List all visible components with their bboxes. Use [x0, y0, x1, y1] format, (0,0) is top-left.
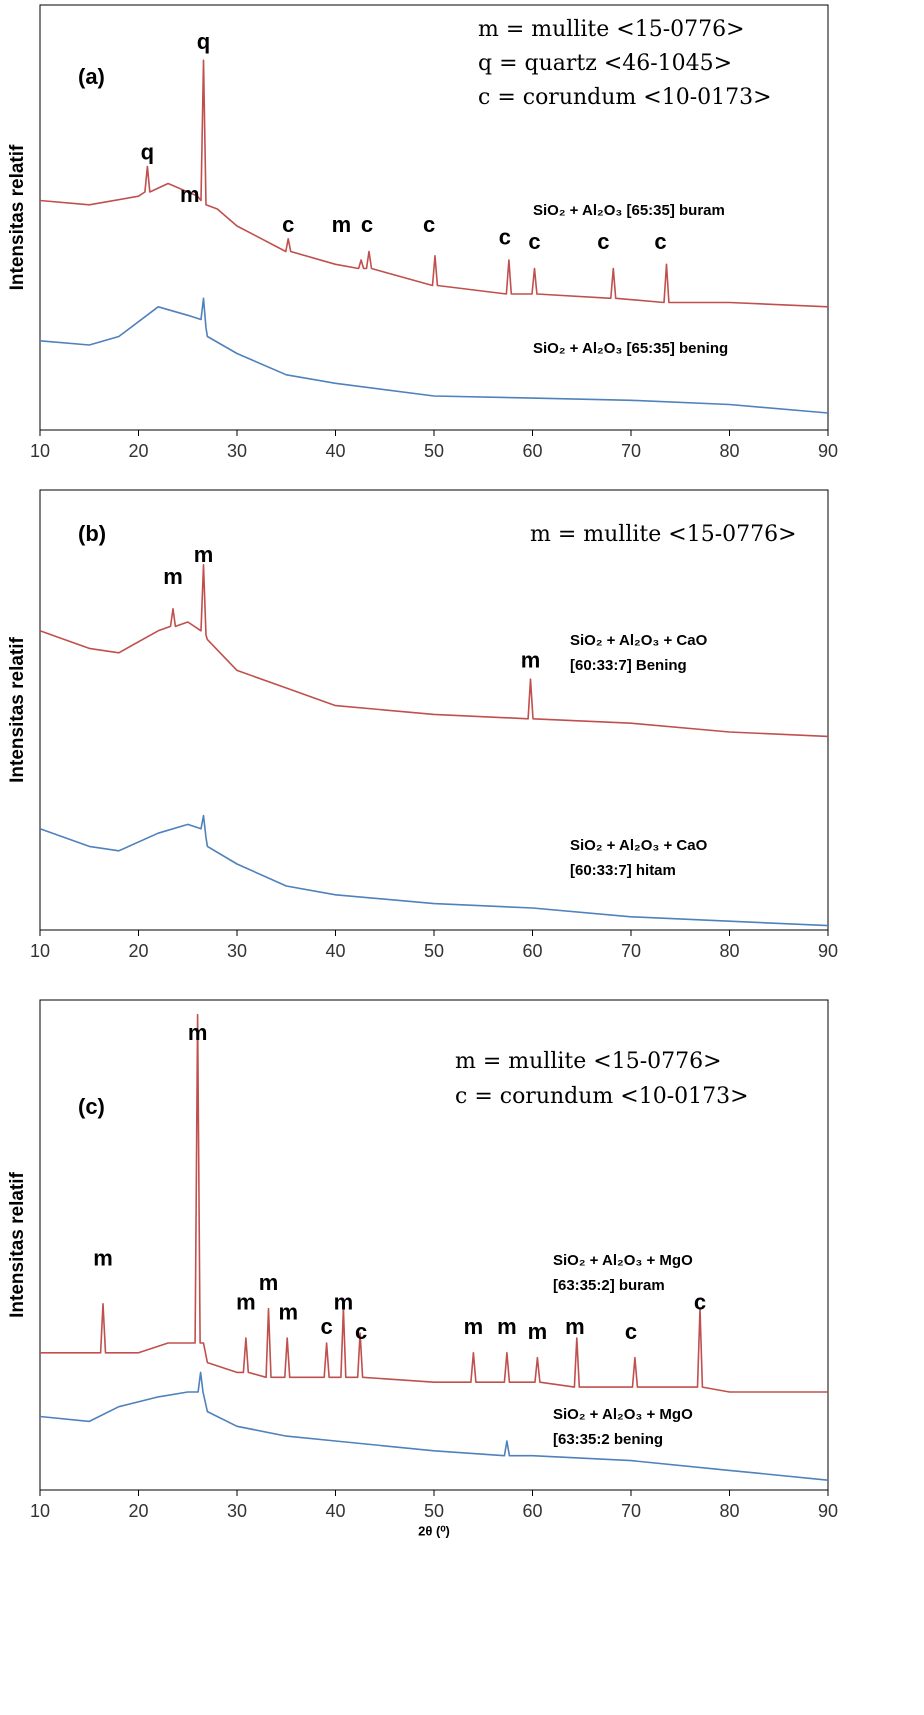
- xrd-trace: [39, 297, 829, 414]
- y-axis-label: Intensitas relatif: [7, 636, 28, 782]
- x-tick-label: 70: [621, 441, 641, 461]
- x-tick-label: 80: [719, 441, 739, 461]
- peak-label: m: [259, 1270, 279, 1295]
- peak-label: c: [625, 1319, 637, 1344]
- peak-label: m: [188, 1020, 208, 1045]
- peak-label: c: [654, 229, 666, 254]
- peak-label: m: [163, 564, 183, 589]
- legend-entry: SiO₂ + Al₂O₃ + MgO [63:35:2 bening: [553, 1406, 693, 1448]
- x-tick-label: 20: [128, 1501, 148, 1521]
- peak-label: m: [497, 1314, 517, 1339]
- legend-entry: SiO₂ + Al₂O₃ + CaO [60:33:7] hitam: [570, 837, 708, 879]
- x-tick-label: 20: [128, 441, 148, 461]
- peak-label: q: [141, 140, 154, 165]
- x-tick-label: 10: [30, 1501, 50, 1521]
- xrd-trace: [39, 564, 829, 738]
- x-tick-label: 60: [522, 1501, 542, 1521]
- peak-label: m: [180, 182, 200, 207]
- y-axis-label: Intensitas relatif: [7, 144, 28, 290]
- x-tick-label: 50: [424, 941, 444, 961]
- peak-label: c: [321, 1314, 333, 1339]
- x-tick-label: 90: [818, 441, 838, 461]
- peak-label: m: [521, 647, 541, 672]
- phase-note: m = mullite <15-0776>: [478, 17, 745, 42]
- legend-entry: SiO₂ + Al₂O₃ [65:35] bening: [533, 340, 729, 357]
- phase-note: c = corundum <10-0173>: [478, 85, 772, 110]
- peak-label: m: [194, 542, 214, 567]
- x-tick-label: 60: [522, 441, 542, 461]
- x-tick-label: 70: [621, 941, 641, 961]
- peak-label: q: [197, 29, 210, 54]
- x-tick-label: 50: [424, 441, 444, 461]
- peak-label: m: [236, 1290, 256, 1315]
- x-tick-label: 30: [227, 441, 247, 461]
- peak-label: m: [528, 1319, 548, 1344]
- x-tick-label: 30: [227, 1501, 247, 1521]
- legend-entry: SiO₂ + Al₂O₃ [65:35] buram: [533, 202, 725, 219]
- x-tick-label: 40: [325, 441, 345, 461]
- panel-label: (c): [78, 1094, 105, 1119]
- legend-entry: SiO₂ + Al₂O₃ + MgO [63:35:2] buram: [553, 1252, 693, 1294]
- x-tick-label: 20: [128, 941, 148, 961]
- phase-note: m = mullite <15-0776>: [455, 1049, 722, 1074]
- x-axis-label: 2θ (⁰): [418, 1523, 450, 1538]
- peak-label: c: [694, 1290, 706, 1315]
- x-tick-label: 50: [424, 1501, 444, 1521]
- x-tick-label: 90: [818, 941, 838, 961]
- peak-label: m: [278, 1299, 298, 1324]
- x-tick-label: 40: [325, 1501, 345, 1521]
- x-tick-label: 10: [30, 441, 50, 461]
- peak-label: m: [565, 1314, 585, 1339]
- peak-label: c: [423, 212, 435, 237]
- phase-note: m = mullite <15-0776>: [530, 522, 797, 547]
- xrd-trace: [39, 1371, 829, 1481]
- panel-label: (b): [78, 521, 106, 546]
- x-tick-label: 60: [522, 941, 542, 961]
- x-tick-label: 70: [621, 1501, 641, 1521]
- x-tick-label: 80: [719, 941, 739, 961]
- x-tick-label: 30: [227, 941, 247, 961]
- xrd-trace: [39, 59, 829, 308]
- y-axis-label: Intensitas relatif: [7, 1171, 28, 1317]
- phase-note: c = corundum <10-0173>: [455, 1084, 749, 1109]
- x-tick-label: 40: [325, 941, 345, 961]
- peak-label: c: [528, 229, 540, 254]
- peak-label: c: [282, 212, 294, 237]
- peak-label: c: [597, 229, 609, 254]
- phase-note: q = quartz <46-1045>: [478, 51, 732, 76]
- peak-label: m: [464, 1314, 484, 1339]
- panel-label: (a): [78, 64, 105, 89]
- peak-label: m: [334, 1290, 354, 1315]
- x-tick-label: 80: [719, 1501, 739, 1521]
- legend-entry: SiO₂ + Al₂O₃ + CaO [60:33:7] Bening: [570, 632, 708, 674]
- xrd-trace: [40, 1013, 828, 1393]
- peak-label: c: [361, 212, 373, 237]
- x-tick-label: 90: [818, 1501, 838, 1521]
- peak-label: m: [93, 1246, 113, 1271]
- peak-label: c: [499, 225, 511, 250]
- peak-label: m: [332, 212, 352, 237]
- x-tick-label: 10: [30, 941, 50, 961]
- xrd-trace: [39, 814, 829, 927]
- peak-label: c: [355, 1319, 367, 1344]
